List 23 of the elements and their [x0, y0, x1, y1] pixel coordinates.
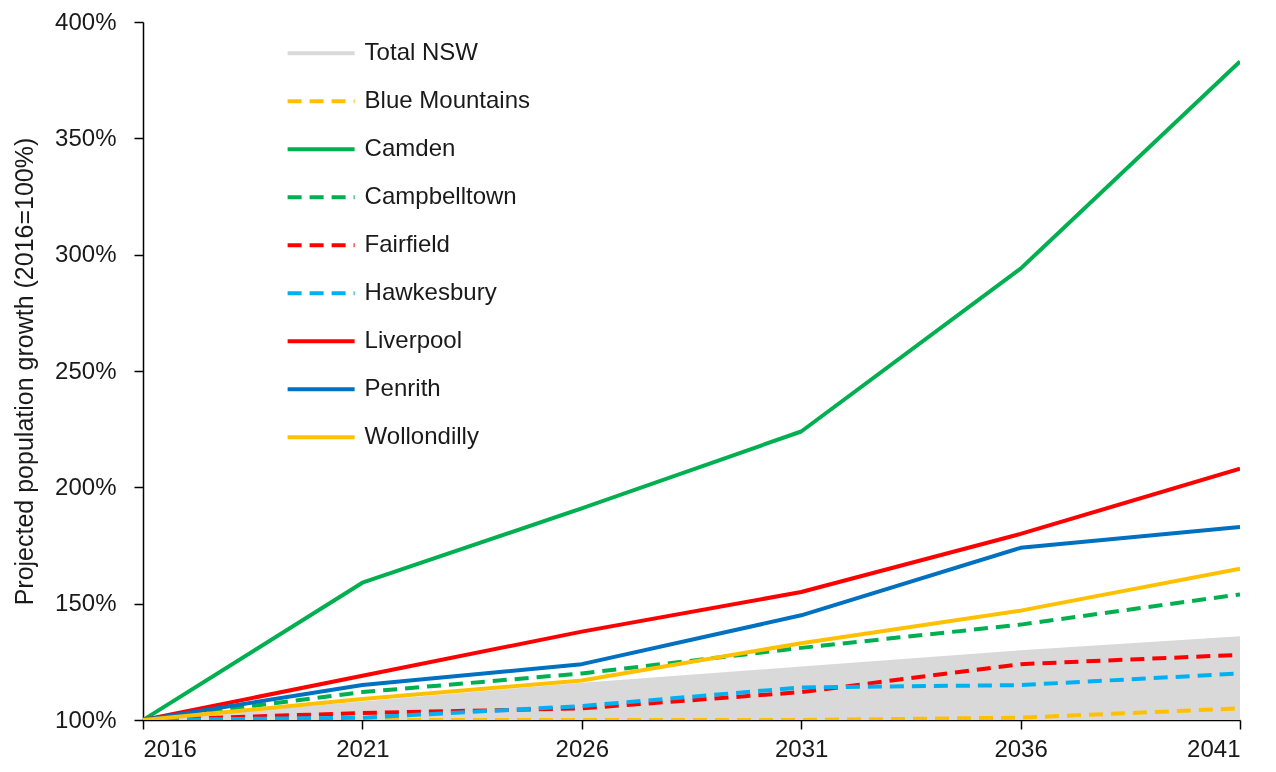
legend-label: Blue Mountains: [364, 86, 531, 114]
y-tick-label: 200%: [55, 472, 117, 500]
legend-label: Total NSW: [364, 38, 479, 66]
y-tick-label: 100%: [55, 705, 117, 733]
x-tick-label: 2031: [775, 734, 829, 762]
legend-label: Fairfield: [364, 230, 450, 258]
y-tick-label: 400%: [55, 7, 117, 35]
legend-label: Camden: [364, 134, 456, 162]
legend-label: Liverpool: [364, 326, 463, 354]
y-tick-label: 300%: [55, 240, 117, 268]
y-tick-label: 150%: [55, 589, 117, 617]
x-tick-label: 2026: [555, 734, 609, 762]
y-tick-label: 350%: [55, 123, 117, 151]
x-tick-label: 2021: [336, 734, 390, 762]
x-tick-label: 2036: [994, 734, 1048, 762]
x-tick-label: 2041: [1187, 734, 1241, 762]
legend-label: Penrith: [364, 374, 441, 402]
y-axis-title: Projected population growth (2016=100%): [10, 137, 39, 606]
legend-label: Hawkesbury: [364, 278, 497, 306]
y-tick-label: 250%: [55, 356, 117, 384]
legend-label: Campbelltown: [364, 182, 517, 210]
legend-label: Wollondilly: [364, 422, 479, 450]
x-tick-label: 2016: [143, 734, 197, 762]
